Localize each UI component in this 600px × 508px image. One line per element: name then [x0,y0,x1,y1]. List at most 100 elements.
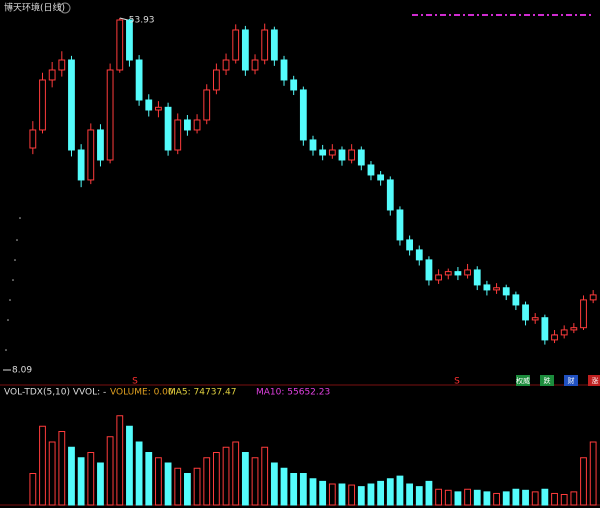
volume-title: VOL-TDX(5,10) VVOL: - [4,388,106,398]
volume-bar [106,436,114,506]
volume-bar [309,478,317,506]
volume-bar [348,484,356,506]
candle-body [97,129,104,161]
candle-body [203,89,211,121]
candle-body [541,317,549,341]
candle-body [560,329,568,336]
candle-body [319,149,327,156]
volume-bar [541,488,549,506]
candle-body [184,119,191,131]
volume-bar [396,475,404,506]
toolbar-button-label[interactable]: 跌 [544,376,551,385]
volume-bar [299,473,307,506]
volume-bar [454,491,462,506]
volume-bar [406,483,414,506]
candle-body [116,19,124,71]
candle-body [164,106,172,151]
candle-body [48,69,56,81]
candle-body [309,139,317,151]
volume-bar [531,491,539,506]
candle-body [396,209,404,241]
candle-body [473,269,481,286]
candle-body [454,271,462,276]
volume-bar [174,467,182,506]
info-icon[interactable] [59,2,71,14]
candle-body [338,149,346,161]
candle-body [251,59,259,71]
toolbar-button[interactable] [516,375,530,386]
volume-bar [502,491,510,506]
volume-bar [116,415,124,506]
candle-body [261,29,269,61]
candle-body [493,287,500,291]
candle-body [68,59,75,151]
volume-bar [367,483,375,506]
volume-bar [68,446,75,506]
volume-bar [251,457,259,506]
candle-body [87,129,95,181]
volume-bar [270,462,278,506]
volume-bar [87,452,95,506]
left-dots [5,217,21,351]
volume-bar [184,473,191,506]
toolbar-button-label[interactable]: 权威 [516,376,530,385]
candle-body [126,19,133,61]
volume-bar [551,492,558,506]
candle-body [589,294,597,301]
candle-body [522,304,529,321]
volume-bar [97,462,104,506]
volume-bar [386,478,394,506]
volume-bar [570,491,578,506]
signal-marker: S [132,377,138,387]
candle-body [425,259,433,281]
candle-body [145,99,153,111]
candle-body [502,287,510,296]
candle-body [135,59,143,101]
high-label: 53.93 [129,16,155,26]
toolbar-button[interactable] [588,375,600,386]
low-label: 8.09 [12,366,32,376]
ma10-label: MA10: 55652.23 [256,388,330,398]
candle-body [39,79,46,131]
volume-bar [241,452,249,506]
volume-bar [155,457,162,506]
candle-body [241,29,249,71]
toolbar-button-label[interactable]: 涨 [592,376,599,385]
candle-body [464,269,471,276]
high-pointer [119,17,128,21]
volume-bar [493,492,500,506]
toolbar-button[interactable] [540,375,554,386]
volume-bar [261,446,269,506]
volume-bar [203,457,211,506]
candle-body [531,317,539,321]
candle-body [270,29,278,61]
candle-body [106,69,114,161]
candle-body [212,69,220,91]
toolbar-button-label[interactable]: 财 [568,376,575,385]
volume-bar [425,480,433,506]
volume-bar [29,473,37,506]
volume-label: VOLUME: 0.00 [110,388,174,398]
candle-body [551,334,558,341]
toolbar-button[interactable] [564,375,578,386]
volume-bar [232,441,240,506]
volume-bar [319,480,327,506]
volume-bar [444,489,452,506]
candle-body [58,59,66,71]
volume-bar [164,462,172,506]
candle-body [290,79,298,91]
volume-bar [328,483,336,506]
volume-bar [48,441,56,506]
candle-body [406,239,414,251]
volume-bar [560,494,568,506]
candle-body [328,149,336,156]
volume-bar [58,431,66,506]
volume-bar [145,452,153,506]
candle-body [512,294,520,306]
volume-bar [483,491,491,506]
candle-body [580,299,587,329]
volume-bar [290,473,298,506]
volume-bar [522,489,529,506]
volume-bar [512,488,520,506]
